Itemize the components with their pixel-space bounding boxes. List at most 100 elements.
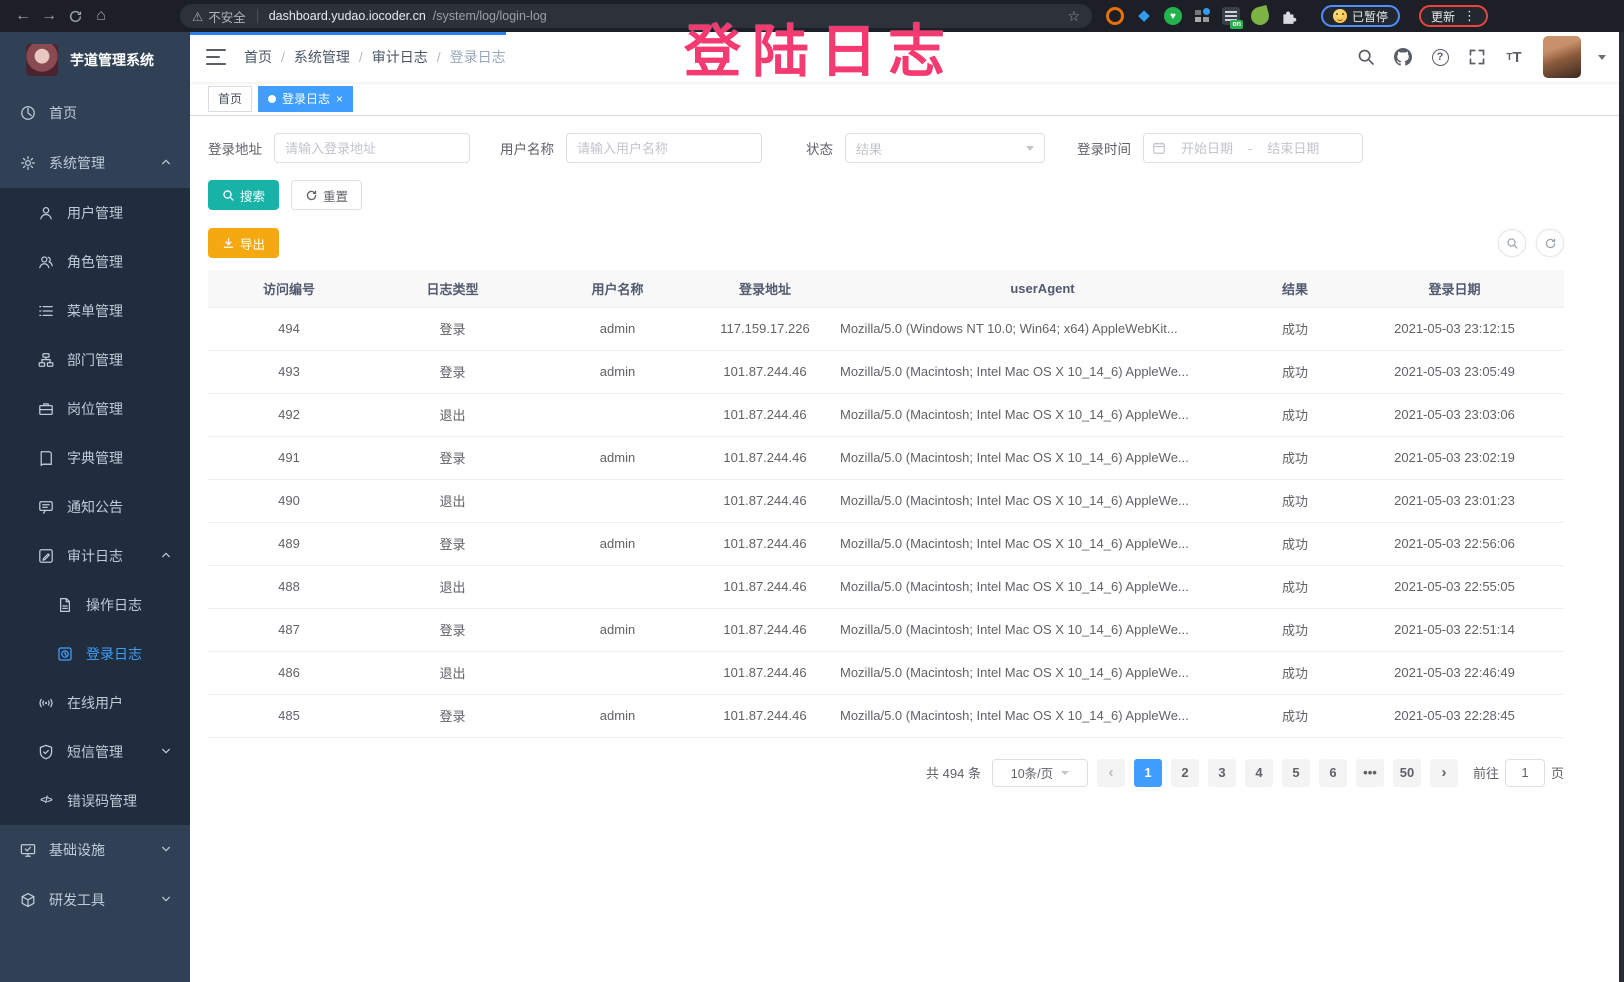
reset-button[interactable]: 重置 [291, 180, 363, 210]
extension-heart-icon[interactable]: ♥ [1164, 7, 1182, 25]
login-address-input[interactable] [274, 133, 470, 163]
address-bar[interactable]: ⚠ 不安全 dashboard.yudao.iocoder.cn/system/… [180, 4, 1092, 28]
goto-page-input[interactable] [1504, 758, 1545, 787]
sidebar-item[interactable]: 部门管理 [0, 335, 190, 384]
table-row[interactable]: 492 退出 101.87.244.46 Mozilla/5.0 (Macintosh… [208, 393, 1564, 437]
table-cell: 成功 [1245, 522, 1345, 566]
export-button[interactable]: 导出 [208, 228, 280, 258]
sidebar-item[interactable]: 首页 [0, 88, 190, 138]
search-button[interactable]: 搜索 [208, 180, 280, 210]
table-row[interactable]: 485 登录 admin 101.87.244.46 Mozilla/5.0 (Maci… [208, 694, 1564, 738]
user-avatar[interactable] [1543, 36, 1581, 78]
sidebar-item[interactable]: </> 错误码管理 [0, 776, 190, 825]
caret-down-icon[interactable] [1598, 54, 1606, 60]
browser-menu-dots-icon[interactable]: ⋮ [1463, 8, 1477, 23]
sidebar-item[interactable]: 审计日志 [0, 531, 190, 580]
hamburger-icon[interactable] [206, 49, 226, 65]
prev-page-button[interactable]: ‹ [1096, 758, 1125, 787]
page-button[interactable]: 50 [1392, 758, 1421, 787]
logo-row[interactable]: 芋道管理系统 [0, 32, 190, 88]
sidebar-item[interactable]: 岗位管理 [0, 384, 190, 433]
security-warning[interactable]: ⚠ 不安全 [192, 7, 246, 26]
extension-list-icon[interactable]: on [1222, 7, 1243, 29]
paused-label: 已暂停 [1352, 9, 1389, 24]
table-cell: 登录 [370, 694, 535, 738]
pages-ellipsis[interactable]: ••• [1355, 758, 1384, 787]
page-button[interactable]: 6 [1318, 758, 1347, 787]
status-select[interactable]: 结果 [845, 133, 1045, 163]
sidebar-item[interactable]: 登录日志 [0, 629, 190, 678]
github-icon[interactable] [1389, 43, 1417, 71]
sidebar-item[interactable]: 角色管理 [0, 237, 190, 286]
page-unit-label: 页 [1550, 766, 1564, 781]
table-row[interactable]: 487 登录 admin 101.87.244.46 Mozilla/5.0 (Maci… [208, 608, 1564, 652]
login-time-range[interactable]: - [1143, 133, 1363, 163]
page-content: 登录地址 用户名称 状态 结果 登录时间 - [190, 116, 1624, 982]
url-path: /system/log/login-log [432, 9, 547, 23]
refresh-table-button[interactable] [1536, 229, 1564, 257]
page-button[interactable]: 5 [1281, 758, 1310, 787]
table-cell: admin [535, 608, 700, 652]
sidebar-item[interactable]: 短信管理 [0, 727, 190, 776]
help-icon[interactable]: ? [1426, 43, 1454, 71]
fullscreen-icon[interactable] [1463, 43, 1491, 71]
view-tag[interactable]: 首页 [208, 85, 253, 112]
sidebar-item[interactable]: 基础设施 [0, 825, 190, 875]
close-icon[interactable]: × [336, 91, 344, 106]
table-row[interactable]: 488 退出 101.87.244.46 Mozilla/5.0 (Macintosh… [208, 565, 1564, 609]
extension-grid-icon[interactable] [1193, 7, 1211, 25]
chevron-up-icon [160, 155, 172, 171]
search-icon [223, 189, 234, 201]
breadcrumb-item[interactable]: 首页 [244, 49, 272, 65]
sidebar-item[interactable]: 菜单管理 [0, 286, 190, 335]
page-button[interactable]: 3 [1207, 758, 1236, 787]
page-size-select[interactable]: 10条/页 [991, 758, 1088, 787]
extension-gem-icon[interactable]: ◆ [1138, 7, 1150, 24]
browser-back-icon[interactable]: ← [15, 7, 31, 24]
table-row[interactable]: 494 登录 admin 117.159.17.226 Mozilla/5.0 (Win… [208, 306, 1564, 351]
extension-ring-icon[interactable] [1106, 7, 1124, 25]
table-row[interactable]: 490 退出 101.87.244.46 Mozilla/5.0 (Macintosh… [208, 479, 1564, 523]
sidebar-item[interactable]: 在线用户 [0, 678, 190, 727]
search-icon[interactable] [1352, 43, 1380, 71]
table-row[interactable]: 491 登录 admin 101.87.244.46 Mozilla/5.0 (Maci… [208, 436, 1564, 480]
browser-forward-icon[interactable]: → [41, 7, 57, 24]
page-button[interactable]: 4 [1244, 758, 1273, 787]
paused-extension-pill[interactable]: 已暂停 [1321, 5, 1401, 27]
table-row[interactable]: 493 登录 admin 101.87.244.46 Mozilla/5.0 (Maci… [208, 350, 1564, 394]
table-row[interactable]: 486 退出 101.87.244.46 Mozilla/5.0 (Macintosh… [208, 651, 1564, 695]
sidebar-item[interactable]: 操作日志 [0, 580, 190, 629]
bookmark-star-icon[interactable]: ☆ [1067, 7, 1080, 24]
table-cell: 486 [208, 651, 370, 695]
column-header: 登录日期 [1345, 270, 1564, 307]
extensions-puzzle-icon[interactable] [1280, 7, 1298, 25]
extension-leaf-icon[interactable] [1248, 4, 1272, 28]
breadcrumb-item[interactable]: 系统管理 [293, 49, 350, 65]
sidebar-item[interactable]: 系统管理 [0, 138, 190, 188]
page-button[interactable]: 2 [1170, 758, 1199, 787]
table-row[interactable]: 489 登录 admin 101.87.244.46 Mozilla/5.0 (Maci… [208, 522, 1564, 566]
browser-reload-icon[interactable] [62, 4, 88, 28]
table-cell: 退出 [370, 565, 535, 609]
view-tag[interactable]: 登录日志 × [258, 85, 354, 112]
sidebar-item[interactable]: 用户管理 [0, 188, 190, 237]
browser-update-button[interactable]: 更新 ⋮ [1419, 5, 1489, 27]
app: 芋道管理系统 首页 系统管理 用户管理 角色管理 菜单管理 部门管理 岗位管理 字典管理 通知公… [0, 32, 1624, 982]
end-date-input[interactable] [1258, 140, 1329, 156]
username-input[interactable] [566, 133, 762, 163]
toggle-search-button[interactable] [1498, 229, 1526, 257]
next-page-button[interactable]: › [1429, 758, 1458, 787]
table-cell: 101.87.244.46 [700, 436, 830, 480]
browser-home-icon[interactable]: ⌂ [96, 7, 106, 24]
table-cell: 101.87.244.46 [700, 608, 830, 652]
sidebar-item-label: 审计日志 [67, 547, 123, 564]
users-icon [38, 254, 54, 270]
sidebar-item[interactable]: 研发工具 [0, 875, 190, 925]
breadcrumb: 首页 / 系统管理 / 审计日志 / 登录日志 [244, 47, 506, 67]
sidebar-item[interactable]: 字典管理 [0, 433, 190, 482]
breadcrumb-item[interactable]: 审计日志 [371, 49, 428, 65]
sidebar-item[interactable]: 通知公告 [0, 482, 190, 531]
start-date-input[interactable] [1172, 140, 1242, 156]
page-button[interactable]: 1 [1133, 758, 1162, 787]
